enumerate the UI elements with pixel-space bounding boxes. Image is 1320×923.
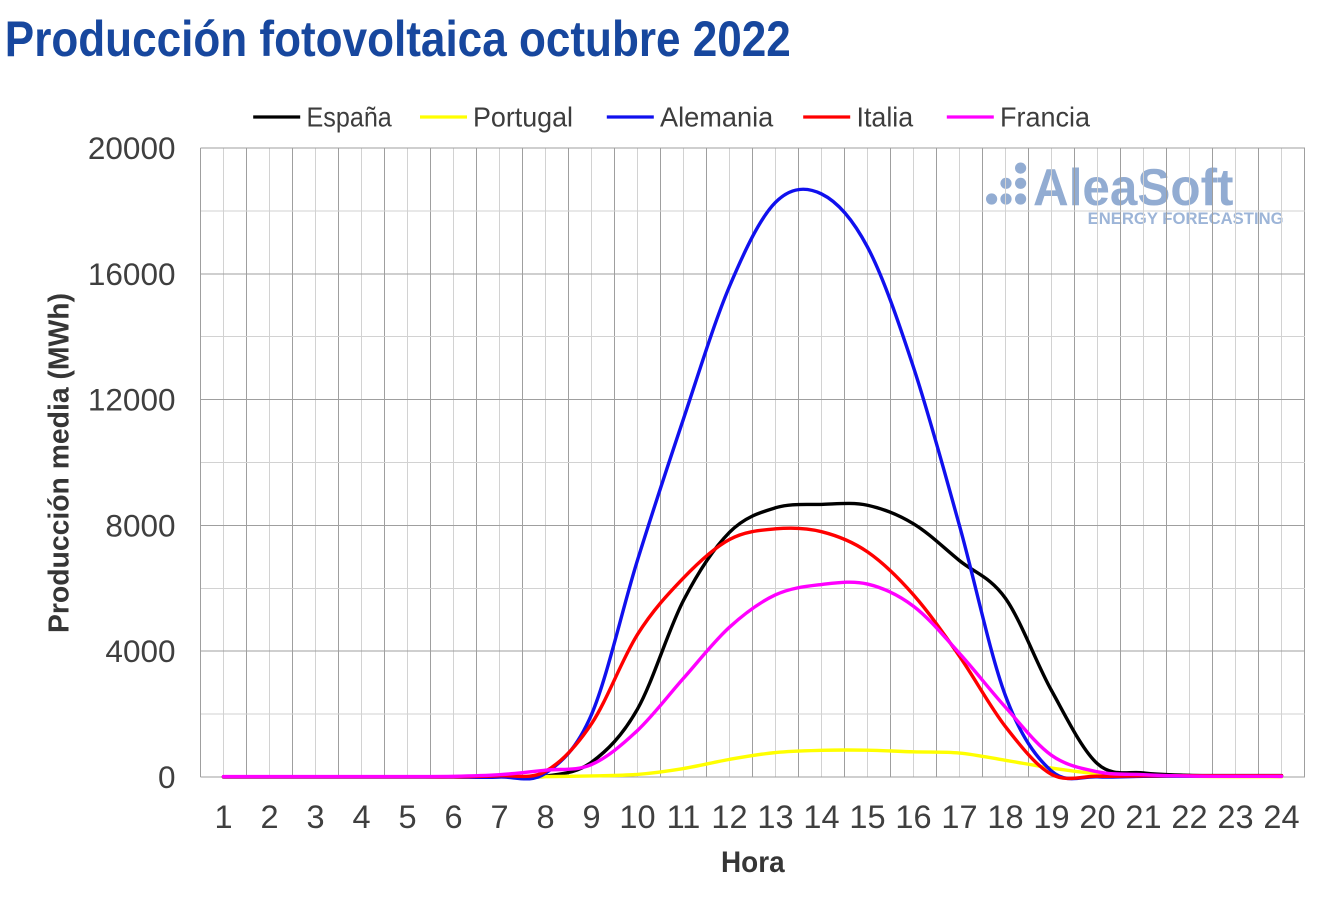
svg-text:17: 17 <box>941 799 977 835</box>
svg-text:4: 4 <box>352 799 370 835</box>
svg-text:ENERGY FORECASTING: ENERGY FORECASTING <box>1088 210 1284 228</box>
svg-text:Francia: Francia <box>1000 102 1090 133</box>
svg-text:Hora: Hora <box>721 846 785 879</box>
svg-text:21: 21 <box>1125 799 1161 835</box>
svg-text:España: España <box>307 102 393 133</box>
svg-text:22: 22 <box>1171 799 1207 835</box>
svg-text:Portugal: Portugal <box>473 102 573 133</box>
svg-text:4000: 4000 <box>105 633 175 669</box>
svg-text:Producción media (MWh): Producción media (MWh) <box>44 293 76 633</box>
svg-text:11: 11 <box>667 799 701 835</box>
svg-text:12000: 12000 <box>88 382 176 418</box>
svg-text:15: 15 <box>849 799 885 835</box>
svg-text:23: 23 <box>1217 799 1253 835</box>
svg-text:20: 20 <box>1079 799 1115 835</box>
svg-text:3: 3 <box>306 799 324 835</box>
svg-text:12: 12 <box>711 799 747 835</box>
svg-text:19: 19 <box>1033 799 1069 835</box>
svg-text:8000: 8000 <box>105 507 175 543</box>
svg-text:1: 1 <box>214 799 232 835</box>
svg-text:10: 10 <box>619 799 655 835</box>
svg-text:13: 13 <box>757 799 793 835</box>
svg-text:5: 5 <box>398 799 416 835</box>
svg-text:0: 0 <box>158 759 176 795</box>
svg-text:Italia: Italia <box>857 102 914 133</box>
svg-text:20000: 20000 <box>88 130 176 166</box>
svg-text:16: 16 <box>895 799 931 835</box>
svg-text:2: 2 <box>260 799 278 835</box>
svg-text:8: 8 <box>536 799 554 835</box>
svg-text:18: 18 <box>987 799 1023 835</box>
svg-text:Alemania: Alemania <box>660 102 774 133</box>
svg-text:7: 7 <box>490 799 508 835</box>
svg-text:6: 6 <box>444 799 462 835</box>
svg-text:AleaSoft: AleaSoft <box>1033 159 1234 217</box>
svg-text:14: 14 <box>803 799 839 835</box>
svg-text:24: 24 <box>1263 799 1299 835</box>
svg-text:16000: 16000 <box>88 256 176 292</box>
svg-text:Producción fotovoltaica octubr: Producción fotovoltaica octubre 2022 <box>5 11 791 67</box>
svg-text:9: 9 <box>582 799 600 835</box>
